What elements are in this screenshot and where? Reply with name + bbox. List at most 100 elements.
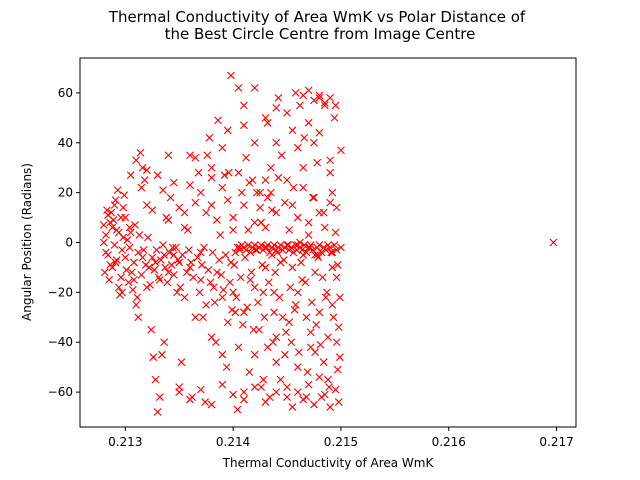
scatter-point: [261, 398, 270, 406]
scatter-point: [304, 231, 313, 239]
scatter-point: [144, 233, 152, 242]
scatter-point: [274, 173, 283, 182]
x-tick-label: 0.214: [216, 435, 250, 449]
scatter-point: [326, 198, 335, 207]
scatter-point: [223, 196, 232, 205]
scatter-point: [326, 156, 335, 165]
scatter-point: [318, 273, 327, 282]
scatter-point: [159, 186, 167, 195]
scatter-point: [324, 375, 332, 384]
scatter-point: [250, 350, 259, 359]
scatter-point: [304, 218, 313, 227]
scatter-point: [205, 133, 214, 142]
scatter-point: [114, 228, 123, 237]
scatter-point: [218, 183, 227, 192]
scatter-point: [277, 151, 286, 160]
scatter-point: [309, 246, 317, 254]
scatter-point: [182, 268, 191, 277]
scatter-point: [261, 223, 270, 232]
scatter-point: [200, 243, 208, 252]
scatter-point: [124, 278, 133, 287]
x-axis: 0.213 0.214 0.215 0.216 0.217: [108, 427, 574, 449]
scatter-point: [293, 288, 302, 297]
scatter-point: [290, 305, 299, 314]
scatter-point: [153, 408, 162, 416]
scatter-point: [310, 193, 318, 202]
scatter-point: [230, 261, 239, 269]
scatter-point: [271, 268, 280, 277]
scatter-point: [278, 313, 287, 322]
scatter-point: [168, 243, 177, 252]
chart-title-line-1: Thermal Conductivity of Area WmK vs Pola…: [108, 8, 526, 26]
scatter-point: [288, 263, 297, 272]
scatter-point: [109, 216, 118, 224]
scatter-point: [180, 223, 189, 232]
scatter-point: [100, 268, 109, 277]
scatter-point: [294, 348, 303, 357]
scatter-point: [313, 158, 322, 167]
scatter-point: [247, 268, 256, 277]
scatter-point: [215, 256, 223, 264]
scatter-point: [329, 313, 338, 322]
scatter-point: [263, 118, 272, 127]
scatter-point: [165, 248, 174, 257]
scatter-point: [297, 258, 305, 267]
scatter-point: [261, 176, 270, 185]
scatter-point: [186, 151, 194, 160]
scatter-point: [332, 273, 341, 282]
scatter-point: [293, 213, 302, 222]
scatter-point: [135, 231, 144, 239]
scatter-point: [320, 101, 329, 110]
scatter-point: [156, 256, 165, 264]
scatter-point: [204, 266, 213, 274]
scatter-point: [283, 176, 291, 185]
scatter-point: [264, 278, 273, 287]
scatter-point: [285, 226, 294, 234]
scatter-point: [141, 261, 150, 269]
scatter-point: [213, 268, 221, 277]
scatter-point: [193, 253, 202, 262]
scatter-point: [227, 71, 235, 80]
scatter-point: [304, 380, 313, 389]
scatter-point: [203, 151, 212, 160]
scatter-point: [121, 253, 130, 262]
scatter-point: [178, 251, 187, 259]
scatter-point: [332, 203, 341, 212]
scatter-point: [207, 173, 216, 182]
scatter-point: [315, 308, 324, 317]
scatter-point: [101, 248, 110, 257]
scatter-point: [138, 163, 147, 172]
scatter-point: [549, 238, 558, 247]
scatter-point: [317, 248, 326, 257]
y-tick-label: 40: [58, 136, 73, 150]
scatter-point: [201, 398, 209, 406]
scatter-point: [263, 193, 272, 202]
scatter-point: [310, 400, 318, 409]
scatter-point: [250, 383, 259, 391]
scatter-point: [315, 241, 324, 249]
scatter-point: [218, 380, 227, 389]
scatter-point: [142, 166, 151, 175]
scatter-point: [185, 246, 193, 254]
scatter-point: [151, 258, 160, 267]
scatter-point: [250, 218, 259, 227]
scatter-point: [164, 216, 173, 224]
scatter-point: [146, 280, 154, 289]
scatter-point: [118, 288, 126, 297]
scatter-point: [161, 263, 170, 272]
scatter-point: [276, 375, 285, 384]
scatter-marks: [99, 71, 558, 416]
scatter-point: [125, 243, 134, 252]
scatter-point: [316, 340, 325, 349]
y-tick-label: −40: [48, 335, 73, 349]
scatter-point: [288, 201, 297, 209]
scatter-point: [302, 313, 311, 322]
scatter-point: [300, 241, 309, 249]
scatter-point: [291, 89, 300, 97]
scatter-point: [331, 385, 340, 394]
scatter-point: [257, 383, 266, 391]
scatter-point: [252, 188, 261, 197]
scatter-point: [111, 196, 120, 205]
scatter-point: [244, 226, 253, 234]
scatter-point: [310, 138, 318, 147]
